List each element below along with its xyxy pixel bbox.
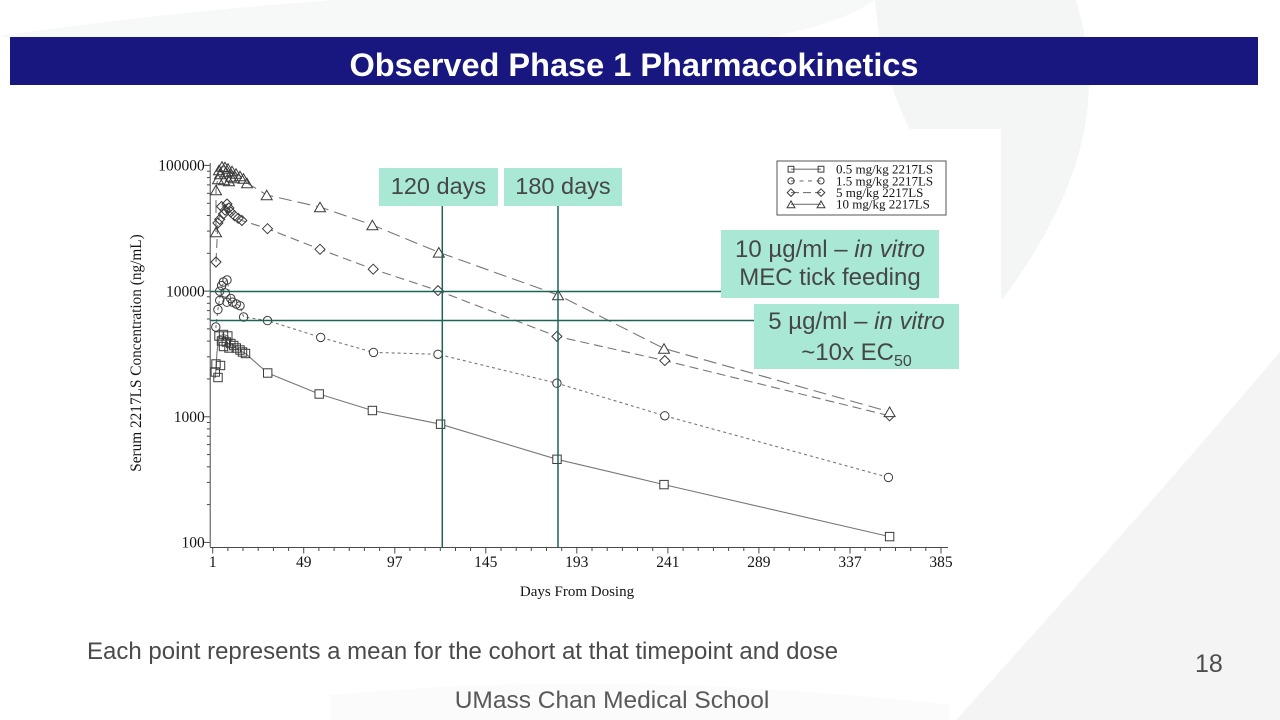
svg-text:145: 145 (474, 554, 498, 571)
svg-text:97: 97 (387, 554, 403, 571)
svg-text:100000: 100000 (158, 158, 205, 175)
svg-text:385: 385 (929, 554, 953, 571)
svg-text:337: 337 (838, 554, 862, 571)
svg-text:100: 100 (182, 535, 206, 552)
svg-text:241: 241 (656, 554, 679, 571)
svg-text:Serum 2217LS Concentration (ng: Serum 2217LS Concentration (ng/mL) (128, 234, 145, 472)
svg-text:1: 1 (209, 554, 217, 571)
svg-text:5 mg/kg 2217LS: 5 mg/kg 2217LS (836, 185, 923, 200)
svg-text:10000: 10000 (166, 283, 205, 300)
svg-text:Days From Dosing: Days From Dosing (520, 584, 635, 600)
svg-text:1.5 mg/kg 2217LS: 1.5 mg/kg 2217LS (836, 173, 933, 188)
svg-text:1000: 1000 (174, 409, 205, 426)
svg-text:0.5 mg/kg 2217LS: 0.5 mg/kg 2217LS (836, 162, 933, 177)
svg-text:289: 289 (747, 554, 771, 571)
svg-text:193: 193 (565, 554, 589, 571)
svg-text:49: 49 (296, 554, 312, 571)
svg-text:10 mg/kg 2217LS: 10 mg/kg 2217LS (836, 197, 930, 212)
